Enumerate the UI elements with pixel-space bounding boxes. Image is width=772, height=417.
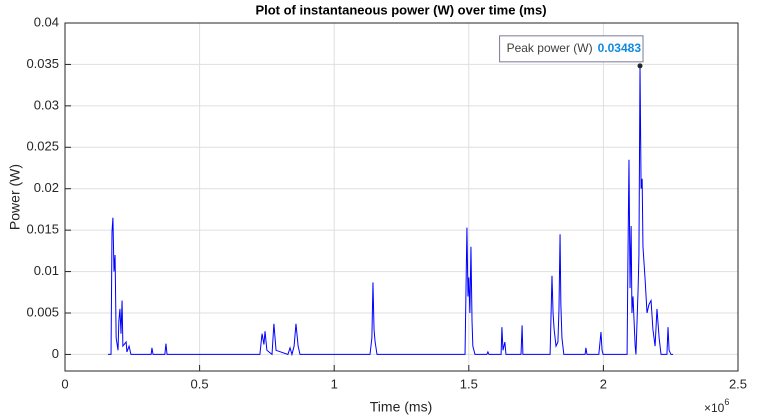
datatip-value: 0.03483 xyxy=(598,41,642,55)
x-tick-label: 0 xyxy=(61,376,68,391)
series-line xyxy=(108,65,674,357)
y-tick-label: 0.035 xyxy=(26,56,59,71)
datatip: Peak power (W) 0.03483 xyxy=(499,35,644,63)
y-tick-label: 0.04 xyxy=(34,14,59,29)
datatip-text: Peak power (W) 0.03483 xyxy=(507,41,642,55)
x-tick-label: 2 xyxy=(600,376,607,391)
y-tick-label: 0.025 xyxy=(26,139,59,154)
axes-box xyxy=(64,22,739,372)
y-tick-label: 0.015 xyxy=(26,222,59,237)
datatip-box xyxy=(499,35,644,63)
exponent-power: 6 xyxy=(724,397,729,407)
x-tick-label: 2.5 xyxy=(729,376,747,391)
y-tick-label: 0.03 xyxy=(34,97,59,112)
x-tick-label: 1 xyxy=(331,376,338,391)
y-tick-label: 0.02 xyxy=(34,180,59,195)
chart-title: Plot of instantaneous power (W) over tim… xyxy=(255,2,546,17)
datatip-label: Peak power (W) xyxy=(507,41,593,55)
y-tick-label: 0.01 xyxy=(34,263,59,278)
x-tick-label: 1.5 xyxy=(460,376,478,391)
x-axis-label: Time (ms) xyxy=(370,399,432,415)
ticks: 0 0.005 0.01 0.015 0.02 0.025 0.03 0.035 0.04 0 0.… xyxy=(26,14,747,391)
x-exponent: ×106 xyxy=(704,397,729,415)
plot: Peak power (W) 0.03483 xyxy=(108,35,674,357)
datatip-marker xyxy=(637,63,643,69)
y-axis-label: Power (W) xyxy=(7,164,23,230)
x-tick-label: 0.5 xyxy=(191,376,209,391)
exponent-base: ×10 xyxy=(704,401,725,415)
y-tick-label: 0 xyxy=(52,346,59,361)
y-tick-label: 0.005 xyxy=(26,304,59,319)
